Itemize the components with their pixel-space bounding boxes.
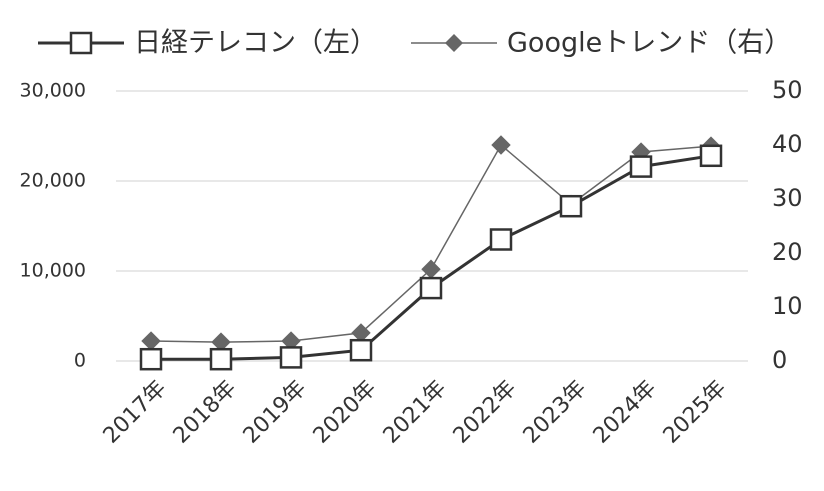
y2-tick-label: 0 bbox=[772, 346, 787, 374]
data-point bbox=[139, 347, 163, 371]
x-tick-label: 2018年 bbox=[169, 376, 242, 449]
x-tick-label: 2019年 bbox=[239, 376, 312, 449]
x-tick-label: 2023年 bbox=[519, 376, 592, 449]
x-tick-label: 2025年 bbox=[659, 376, 732, 449]
data-point bbox=[559, 194, 583, 218]
x-tick-label: 2021年 bbox=[379, 376, 452, 449]
legend-item: Googleトレンド（右） bbox=[411, 28, 791, 59]
data-point bbox=[491, 135, 511, 155]
legend-marker bbox=[69, 31, 93, 55]
legend-label: 日経テレコン（左） bbox=[134, 28, 377, 59]
data-point bbox=[489, 228, 513, 251]
data-point bbox=[419, 276, 443, 300]
y2-tick-label: 30 bbox=[772, 184, 803, 212]
x-tick-label: 2020年 bbox=[309, 376, 382, 449]
data-point bbox=[141, 331, 161, 351]
data-point bbox=[209, 347, 233, 371]
series-line bbox=[151, 154, 712, 361]
legend-item: 日経テレコン（左） bbox=[38, 28, 377, 59]
y2-tick-label: 10 bbox=[772, 292, 803, 320]
legend-label: Googleトレンド（右） bbox=[507, 28, 791, 59]
legend-marker bbox=[445, 34, 463, 52]
data-point bbox=[629, 155, 653, 178]
data-point bbox=[349, 338, 373, 362]
x-tick-label: 2017年 bbox=[99, 376, 172, 449]
y-tick-label: 20,000 bbox=[20, 170, 86, 192]
data-point bbox=[699, 144, 723, 168]
y2-tick-label: 20 bbox=[772, 238, 803, 266]
x-tick-label: 2022年 bbox=[449, 376, 522, 449]
y-tick-label: 30,000 bbox=[20, 80, 86, 102]
y2-tick-label: 40 bbox=[772, 130, 803, 158]
data-point bbox=[279, 346, 303, 369]
y-tick-label: 0 bbox=[74, 350, 86, 372]
y-tick-label: 10,000 bbox=[20, 260, 86, 282]
y2-tick-label: 50 bbox=[772, 76, 803, 104]
x-tick-label: 2024年 bbox=[589, 376, 662, 449]
